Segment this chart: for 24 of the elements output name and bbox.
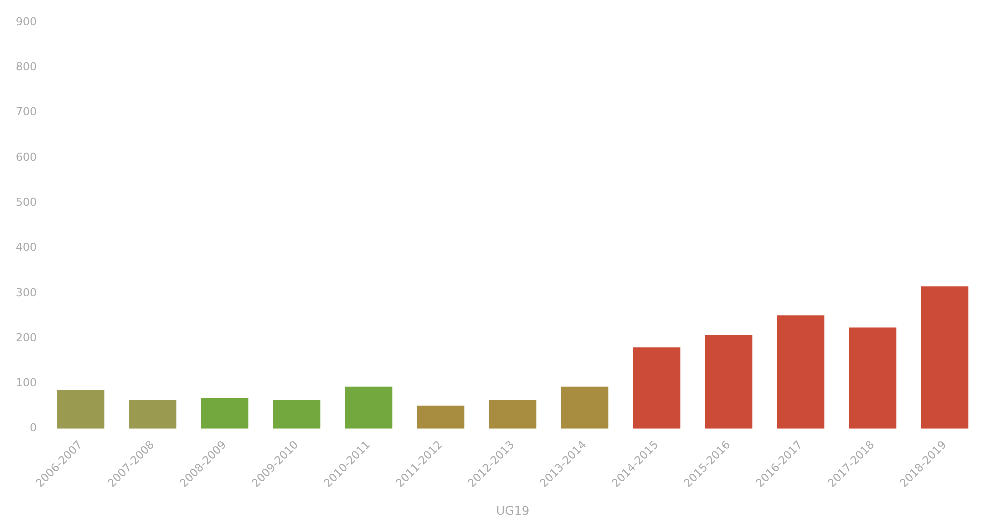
y-tick-label: 900 (16, 15, 37, 28)
bar (921, 286, 969, 429)
bar (417, 406, 465, 429)
y-tick-label: 600 (16, 150, 37, 164)
y-tick-label: 800 (16, 60, 37, 74)
y-tick-label: 200 (16, 331, 37, 344)
bar (705, 335, 753, 429)
y-tick-label: 0 (30, 422, 37, 435)
bar (273, 400, 321, 429)
y-tick-label: 500 (16, 196, 37, 210)
x-axis-title: UG19 (496, 504, 530, 518)
bar (777, 316, 825, 429)
bar (201, 398, 249, 429)
y-tick-label: 400 (16, 241, 37, 254)
bar (849, 328, 897, 429)
bar (57, 390, 105, 429)
y-tick-label: 300 (16, 286, 37, 300)
y-tick-label: 700 (16, 106, 37, 119)
bar (345, 386, 393, 429)
bar (489, 400, 537, 429)
bar (129, 400, 177, 429)
y-tick-label: 100 (16, 376, 37, 390)
bar (633, 348, 681, 429)
bar (561, 386, 609, 429)
